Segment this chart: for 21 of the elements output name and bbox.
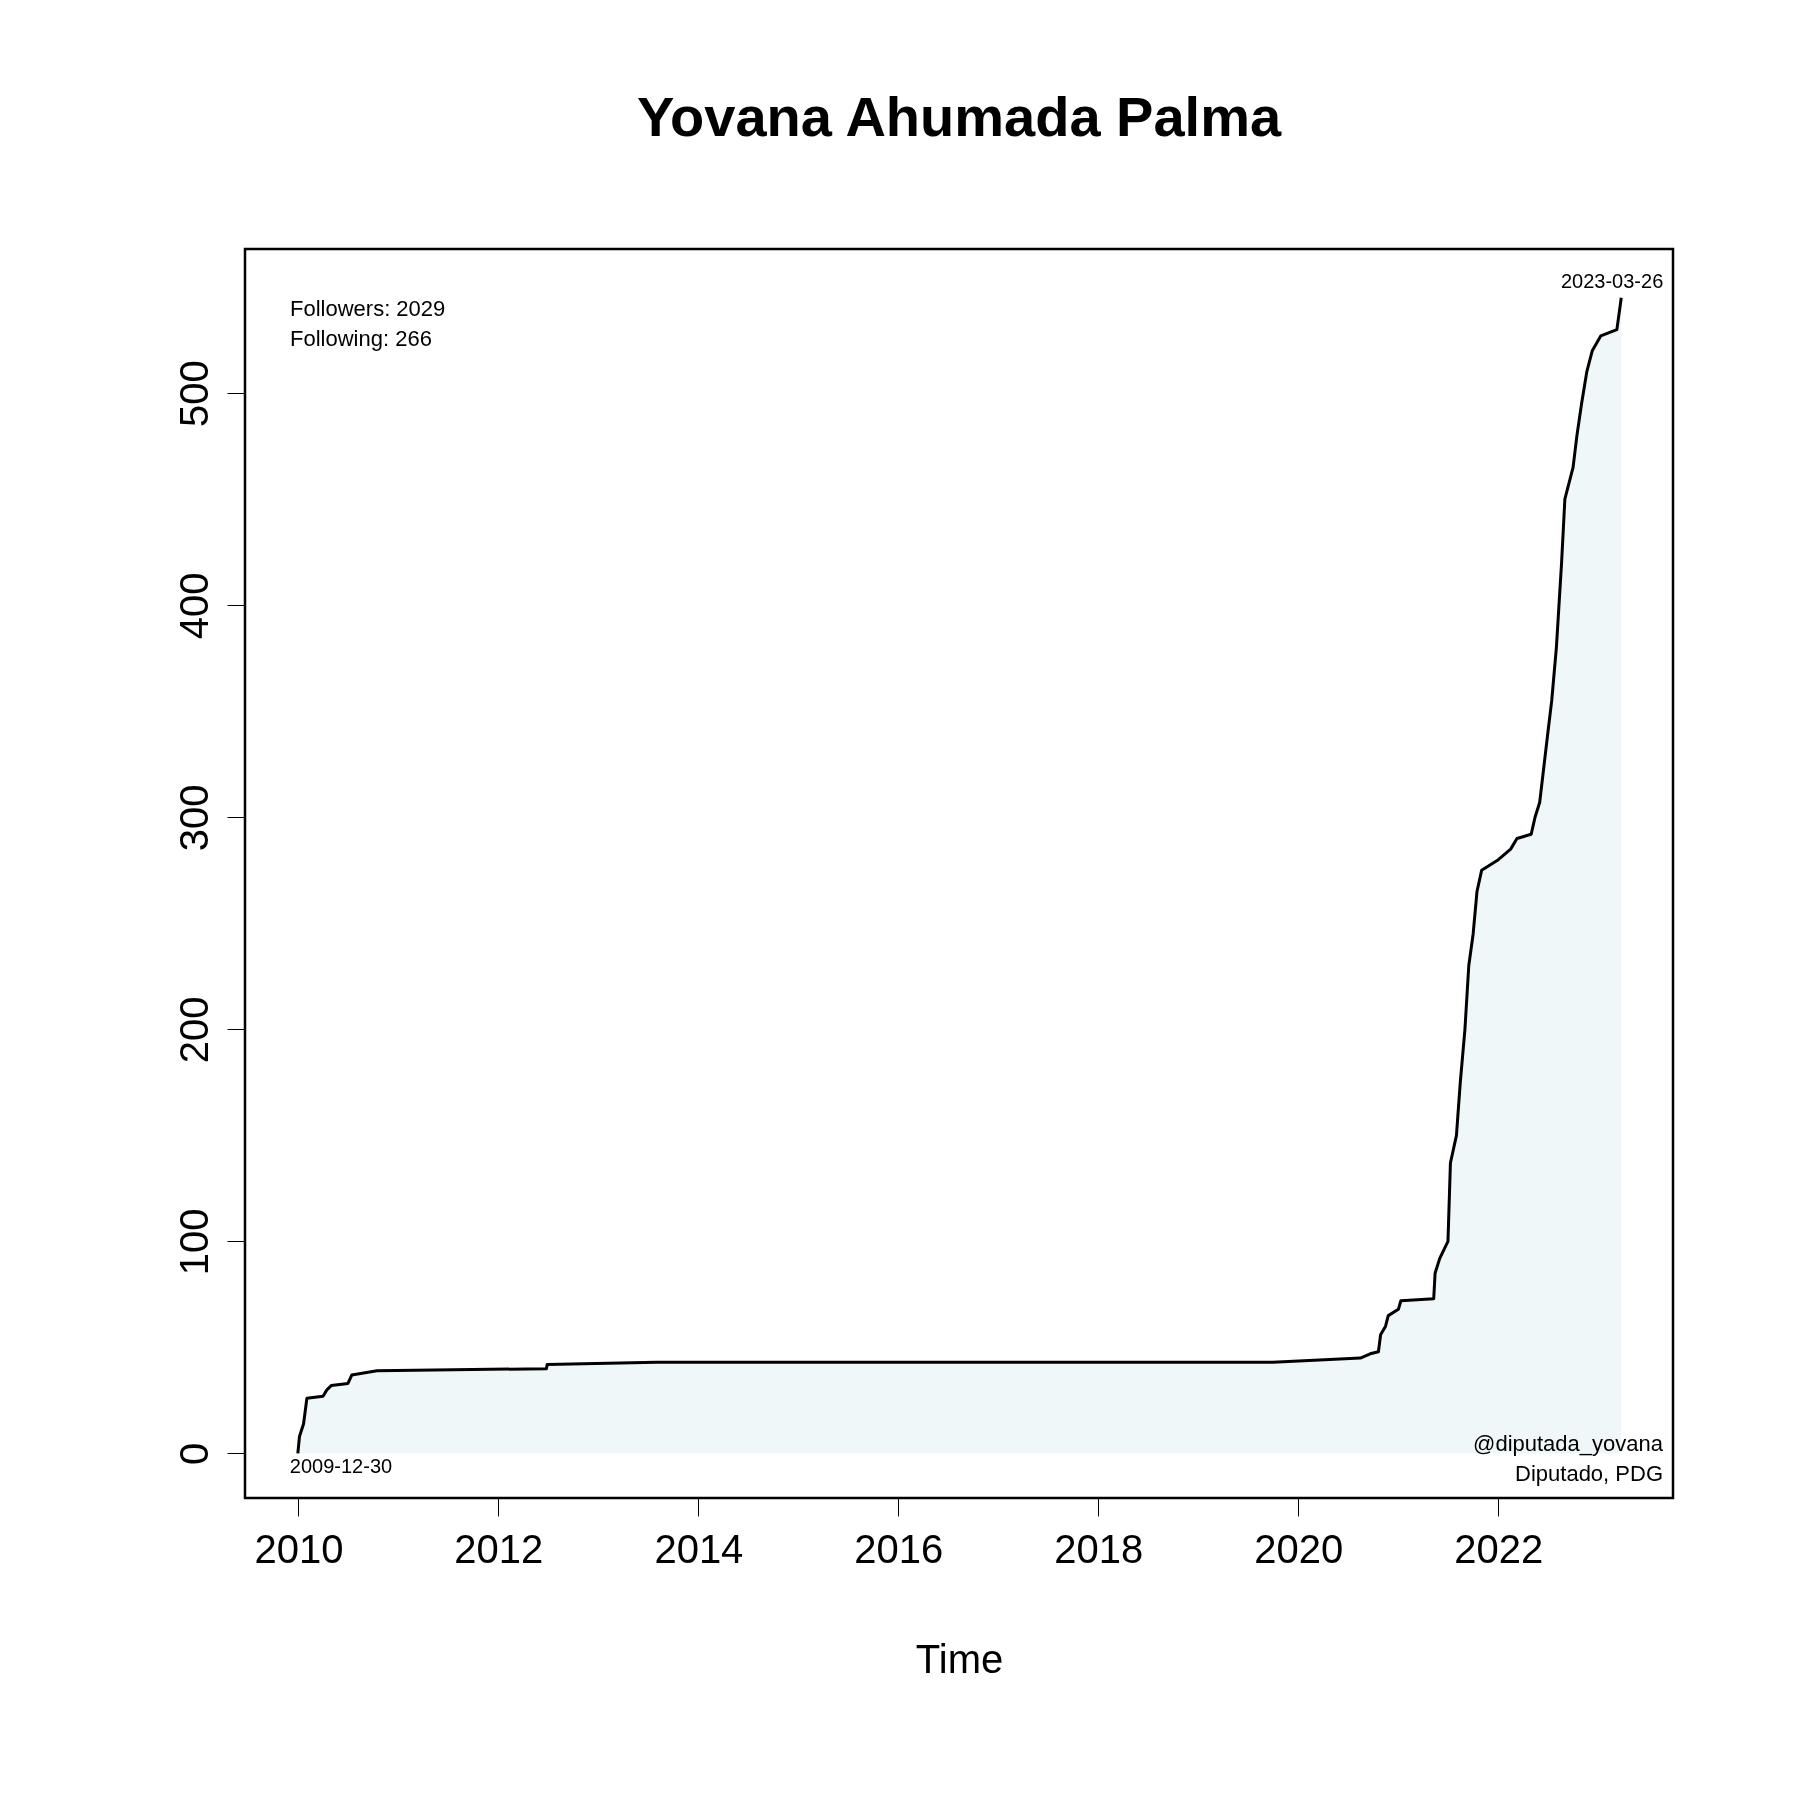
x-axis-title: Time	[915, 1636, 1004, 1681]
x-tick-label: 2014	[654, 1526, 744, 1571]
annotation: 2023-03-26	[1560, 269, 1664, 292]
annotation: Diputado, PDG	[1515, 1461, 1663, 1486]
y-tick-label: 500	[171, 360, 216, 428]
y-tick-label: 400	[171, 572, 216, 640]
x-tick-label: 2010	[254, 1526, 344, 1571]
annotation: Followers: 2029	[290, 296, 446, 321]
x-tick-label: 2020	[1254, 1526, 1344, 1571]
y-tick-label: 200	[171, 996, 216, 1064]
x-tick-label: 2018	[1054, 1526, 1144, 1571]
annotation: 2009-12-30	[289, 1455, 393, 1478]
annotation: @diputada_yovana	[1473, 1431, 1664, 1456]
x-tick-label: 2022	[1454, 1526, 1544, 1571]
annotation: Following: 266	[290, 326, 432, 351]
y-tick-label: 100	[171, 1208, 216, 1276]
x-tick-label: 2016	[854, 1526, 944, 1571]
y-tick-label: 0	[171, 1442, 216, 1466]
x-tick-label: 2012	[454, 1526, 544, 1571]
chart-title: Yovana Ahumada Palma	[636, 84, 1282, 148]
y-tick-label: 300	[171, 784, 216, 852]
